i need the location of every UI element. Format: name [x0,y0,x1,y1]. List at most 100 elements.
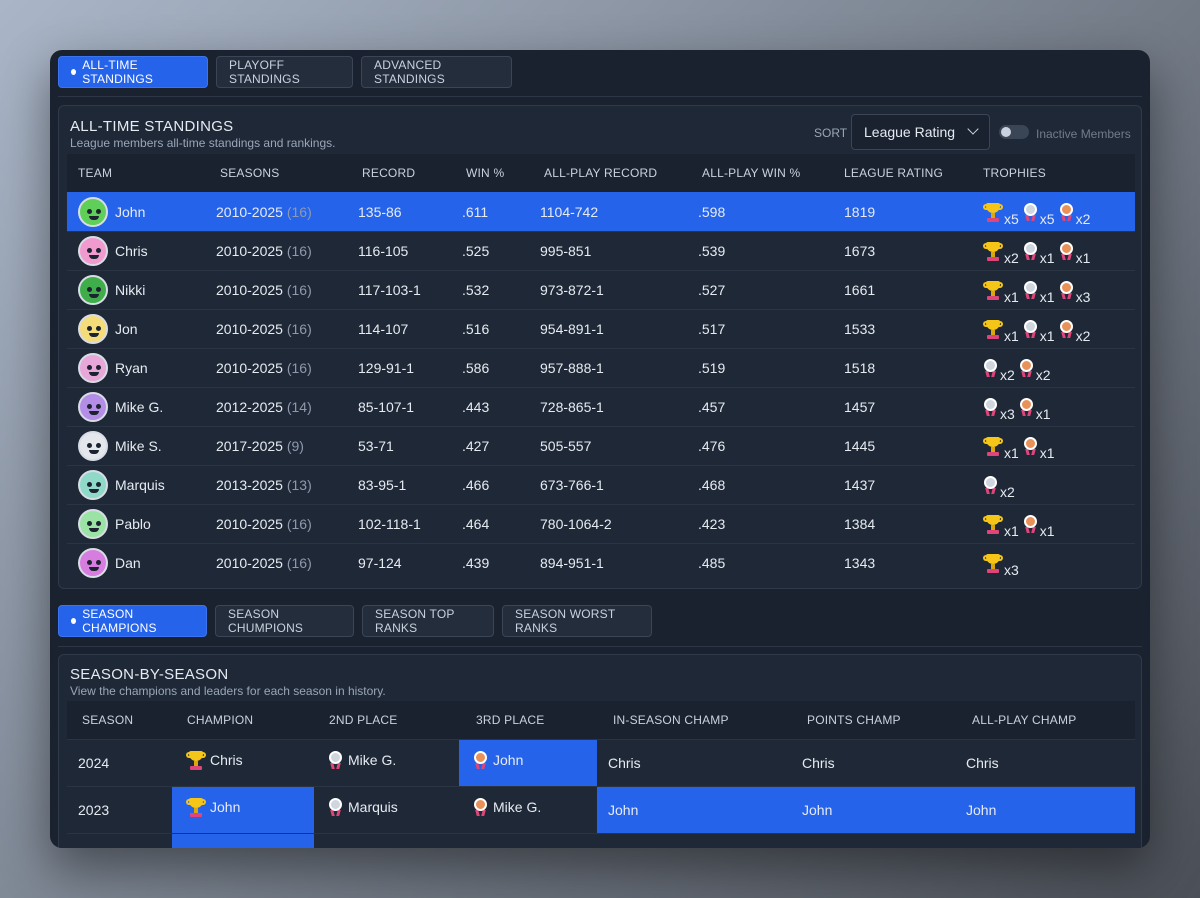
table-row[interactable]: Pablo 2010-2025 (16) 102-118-1 .464 780-1064… [67,504,1135,543]
col-3rd-place[interactable]: 3RD PLACE [476,713,545,727]
seasons-range: 2010-2025 [216,516,283,532]
trophy-count: x2 [1035,367,1051,383]
trophy-count: x2 [1004,250,1019,266]
col-team[interactable]: TEAM [78,166,113,180]
win-pct-cell: .439 [462,555,490,571]
team-name[interactable]: Dan [115,555,141,571]
team-name[interactable]: Nikki [115,282,146,298]
col-seasons[interactable]: SEASONS [220,166,280,180]
tab-all-time-standings[interactable]: ALL-TIME STANDINGS [58,56,208,88]
col-win-pct[interactable]: WIN % [466,166,505,180]
col-all-play-champ[interactable]: ALL-PLAY CHAMP [972,713,1077,727]
table-row[interactable]: Jon 2010-2025 (16) 114-107 .516 954-891-1 .51… [67,309,1135,348]
team-name[interactable]: Chris [115,243,148,259]
col-2nd-place[interactable]: 2ND PLACE [329,713,398,727]
table-row[interactable]: Mike G. 2012-2025 (14) 85-107-1 .443 728-865… [67,387,1135,426]
col-league-rating[interactable]: LEAGUE RATING [844,166,944,180]
points-name: Chris [802,755,835,771]
col-season[interactable]: SEASON [82,713,134,727]
team-name[interactable]: Marquis [115,477,165,493]
team-name[interactable]: Pablo [115,516,151,532]
trophies-cell: x1 x1 x3 [983,280,1094,305]
sort-select[interactable]: League Rating [851,114,990,150]
table-row[interactable]: Ryan 2010-2025 (16) 129-91-1 .586 957-888-1.… [67,348,1135,387]
seasons-range: 2017-2025 [216,438,283,454]
sort-value: League Rating [864,124,956,140]
team-name[interactable]: John [115,204,146,220]
trophy-count: x1 [1039,289,1055,305]
bronze-medal-icon [1019,397,1035,419]
all-play-win-pct-cell: .517 [698,321,726,337]
avatar [78,197,108,227]
tab-label: ADVANCED STANDINGS [374,58,445,86]
tab-season-champions[interactable]: SEASON CHAMPIONS [58,605,207,637]
table-row[interactable]: Mike S. 2017-2025 (9) 53-71 .427 505-557 .476… [67,426,1135,465]
table-row[interactable] [67,833,1135,848]
tab-season-chumpions[interactable]: SEASON CHUMPIONS [215,605,354,637]
trophies-cell: x2 [983,475,1019,500]
all-play-record-cell: 780-1064-2 [540,516,612,532]
gold-trophy-icon [983,280,1003,302]
seasons-tabbar: SEASON CHAMPIONS SEASON CHUMPIONS SEASON… [58,605,652,637]
win-pct-cell: .525 [462,243,490,259]
seasons-table: SEASON CHAMPION 2ND PLACE 3RD PLACE IN-S… [67,701,1135,848]
table-row[interactable]: Chris 2010-2025 (16) 116-105 .525 995-851 .53… [67,231,1135,270]
col-points-champ[interactable]: POINTS CHAMP [807,713,901,727]
inactive-members-toggle[interactable] [999,125,1029,139]
trophy-count: x1 [1004,328,1019,344]
all-play-record-cell: 957-888-1 [540,360,604,376]
all-play-win-pct-cell: .457 [698,399,726,415]
team-name[interactable]: Mike G. [115,399,164,415]
col-all-play-win-pct[interactable]: ALL-PLAY WIN % [702,166,801,180]
seasons-range: 2010-2025 [216,204,283,220]
record-cell: 97-124 [358,555,402,571]
table-row[interactable]: Dan 2010-2025 (16) 97-124 .439 894-951-1 .485… [67,543,1135,582]
seasons-cell: 2017-2025 (9) [216,427,304,466]
trophies-cell: x1 x1 [983,436,1059,461]
tab-advanced-standings[interactable]: ADVANCED STANDINGS [361,56,512,88]
tab-season-top-ranks[interactable]: SEASON TOP RANKS [362,605,494,637]
table-row[interactable]: John 2010-2025 (16) 135-86 .611 1104-742 .598… [67,192,1135,231]
col-in-season-champ[interactable]: IN-SEASON CHAMP [613,713,729,727]
seasons-count: (16) [286,204,312,220]
third-name: Mike G. [493,799,542,815]
col-champion[interactable]: CHAMPION [187,713,254,727]
avatar [78,275,108,305]
trophy-count: x1 [1075,250,1091,266]
table-row[interactable]: Marquis 2013-2025 (13) 83-95-1 .466 673-766-… [67,465,1135,504]
win-pct-cell: .532 [462,282,490,298]
gold-trophy-icon [983,319,1003,341]
second-cell: Mike G. [328,740,396,787]
league-rating-cell: 1343 [844,555,876,571]
all-play-win-pct-cell: .468 [698,477,726,493]
seasons-cell: 2010-2025 (16) [216,544,312,583]
team-name[interactable]: Mike S. [115,438,162,454]
bronze-medal-icon [1019,358,1035,380]
trophy-count: x1 [1039,523,1055,539]
col-record[interactable]: RECORD [362,166,416,180]
col-trophies[interactable]: TROPHIES [983,166,1046,180]
standings-panel: ALL-TIME STANDINGS League members all-ti… [58,105,1142,589]
col-all-play-record[interactable]: ALL-PLAY RECORD [544,166,658,180]
table-row[interactable]: Nikki 2010-2025 (16) 117-103-1 .532 973-872-… [67,270,1135,309]
seasons-range: 2010-2025 [216,321,283,337]
table-row[interactable]: 2024 Chris Mike G. John Chris Chris Chris [67,739,1135,787]
team-name[interactable]: Jon [115,321,138,337]
tab-label: SEASON CHUMPIONS [228,607,304,635]
table-row[interactable]: 2023 John Marquis Mike G. John John John [67,786,1135,834]
gold-trophy-icon [186,797,206,819]
all-play-record-cell: 995-851 [540,243,592,259]
record-cell: 117-103-1 [358,282,421,298]
trophy-count: x2 [1075,328,1091,344]
silver-medal-icon [1023,241,1039,263]
tab-playoff-standings[interactable]: PLAYOFF STANDINGS [216,56,353,88]
trophy-count: x3 [1075,289,1091,305]
sort-label: SORT [814,126,848,140]
tab-season-worst-ranks[interactable]: SEASON WORST RANKS [502,605,652,637]
silver-medal-icon [983,397,999,419]
league-rating-cell: 1533 [844,321,876,337]
all-play-win-pct-cell: .519 [698,360,726,376]
seasons-table-body: 2024 Chris Mike G. John Chris Chris Chris 2023 J… [67,739,1135,848]
team-name[interactable]: Ryan [115,360,148,376]
seasons-count: (9) [286,438,304,454]
